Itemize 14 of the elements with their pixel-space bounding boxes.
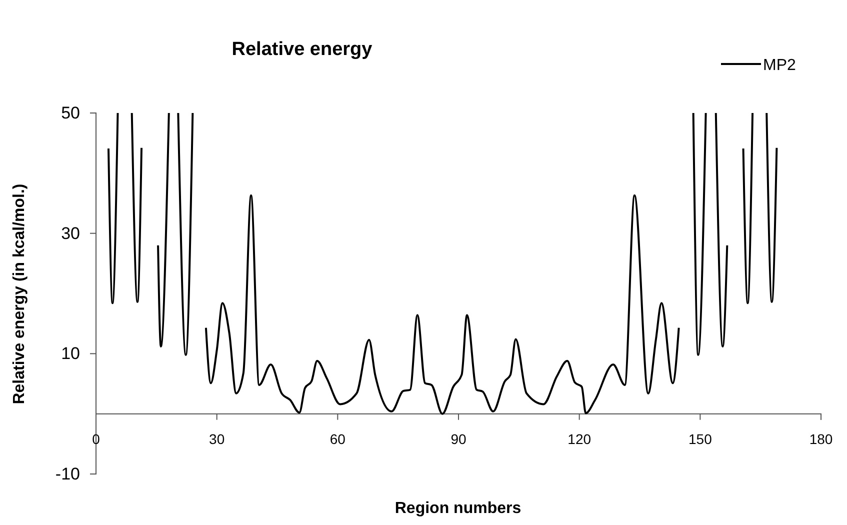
y-tick-label: 10 xyxy=(61,344,80,364)
x-axis-title: Region numbers xyxy=(394,500,522,517)
y-tick-label: 50 xyxy=(61,103,80,122)
x-tick-label: 120 xyxy=(568,430,592,447)
x-tick-label: 30 xyxy=(209,430,225,447)
y-tick-label: 30 xyxy=(61,224,80,243)
x-tick-label: 180 xyxy=(809,430,833,447)
y-axis-title: Relative energy (in kcal/mol.) xyxy=(11,184,28,404)
x-tick-label: 60 xyxy=(330,430,346,447)
legend-label: MP2 xyxy=(763,57,796,74)
x-tick-label: 150 xyxy=(688,430,712,447)
chart-title: Relative energy xyxy=(232,39,373,60)
y-tick-label: -10 xyxy=(55,464,80,484)
x-tick-label: 90 xyxy=(450,430,466,447)
